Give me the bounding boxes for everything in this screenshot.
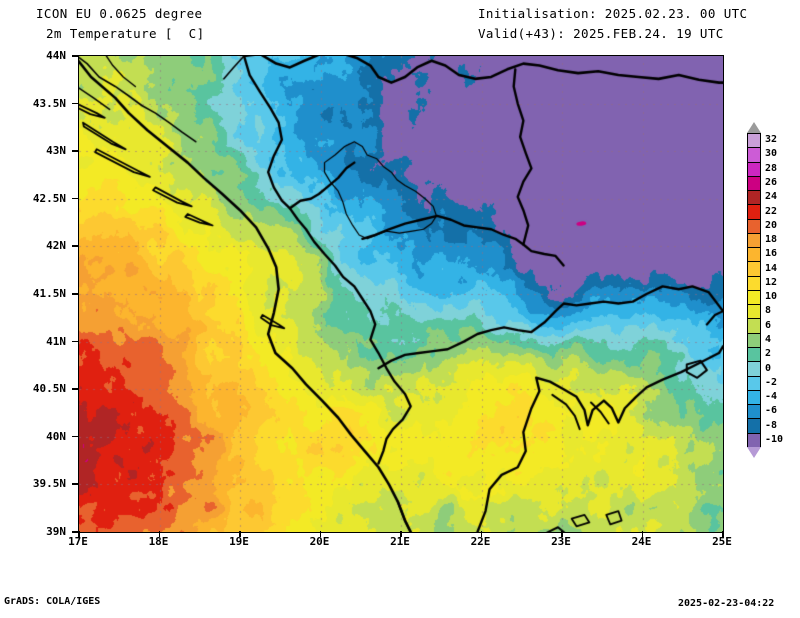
y-axis-tick-label: 43N — [46, 144, 66, 158]
colorbar-swatch — [748, 233, 760, 249]
colorbar-swatch — [748, 390, 760, 406]
x-axis-tick-label: 17E — [68, 535, 88, 548]
y-axis-tick-label: 40N — [46, 429, 66, 443]
x-axis-tick-label: 24E — [631, 535, 652, 548]
colorbar-swatch — [748, 362, 760, 377]
colorbar-tick-label: 8 — [765, 305, 772, 317]
y-axis-tick-mark — [72, 55, 78, 57]
y-axis-tick-mark — [72, 293, 78, 295]
colorbar-tick-label: 14 — [765, 262, 778, 274]
x-axis-tick-mark — [239, 531, 241, 537]
x-axis-tick-label: 25E — [712, 535, 732, 548]
y-axis-tick-label: 41N — [46, 334, 66, 348]
model-title: ICON EU 0.0625 degree — [36, 6, 203, 21]
y-axis-tick-mark — [72, 340, 78, 343]
colorbar-tick-label: 16 — [765, 248, 778, 260]
colorbar-swatch — [748, 305, 760, 320]
colorbar-bottom-arrow — [747, 447, 761, 458]
colorbar-tick-label: 28 — [765, 162, 778, 174]
colorbar-swatch — [748, 262, 760, 277]
y-axis-tick-label: 41.5N — [32, 287, 66, 300]
y-axis-tick-label: 42.5N — [32, 191, 66, 205]
colorbar-swatch — [748, 290, 760, 306]
y-axis-tick-label: 42N — [46, 239, 66, 253]
y-axis-tick-mark — [72, 531, 78, 533]
colorbar-swatch — [748, 219, 760, 234]
y-axis-tick-mark — [72, 197, 78, 200]
y-axis-tick-mark — [72, 435, 78, 438]
initialisation-time: Initialisation: 2025.02.23. 00 UTC — [478, 6, 748, 21]
colorbar-tick-label: 0 — [765, 362, 772, 374]
colorbar-tick-label: -2 — [765, 376, 778, 388]
y-axis-tick-label: 40.5N — [32, 382, 66, 396]
y-axis-tick-label: 44N — [46, 49, 66, 62]
colorbar-tick-label: 12 — [765, 276, 778, 288]
map-plot-area — [78, 55, 724, 533]
colorbar-swatch — [748, 176, 760, 192]
x-axis-tick-mark — [158, 531, 160, 537]
valid-time: Valid(+43): 2025.FEB.24. 19 UTC — [478, 26, 724, 41]
colorbar-swatch — [748, 419, 760, 434]
colorbar-swatch — [748, 333, 760, 348]
x-axis-tick-label: 21E — [390, 535, 410, 548]
x-axis-tick-label: 20E — [309, 535, 330, 548]
x-axis-tick-mark — [480, 531, 482, 537]
colorbar-tick-label: -8 — [765, 419, 778, 431]
colorbar — [747, 133, 761, 448]
colorbar-tick-label: 30 — [765, 148, 778, 160]
colorbar-swatch — [748, 134, 760, 149]
y-axis-tick-mark — [72, 102, 78, 105]
x-axis-tick-mark — [400, 531, 402, 537]
colorbar-swatch — [748, 148, 760, 163]
colorbar-tick-label: 4 — [765, 333, 772, 345]
x-axis-tick-mark — [78, 531, 80, 537]
colorbar-swatch — [748, 319, 760, 334]
x-axis-tick-label: 23E — [551, 535, 571, 548]
colorbar-tick-label: -10 — [765, 433, 784, 445]
x-axis-tick-mark — [561, 531, 563, 537]
colorbar-tick-label: 24 — [765, 191, 778, 203]
colorbar-swatch — [748, 205, 760, 220]
y-axis-tick-label: 39N — [46, 525, 66, 538]
x-axis-tick-label: 22E — [470, 535, 491, 548]
colorbar-tick-label: -4 — [765, 391, 778, 403]
footer-timestamp: 2025-02-23-04:22 — [678, 598, 775, 609]
x-axis-tick-label: 19E — [229, 535, 249, 548]
colorbar-tick-label: 32 — [765, 134, 778, 146]
y-axis-tick-label: 43.5N — [32, 96, 66, 110]
colorbar-swatch — [748, 347, 760, 363]
y-axis-tick-mark — [72, 388, 78, 390]
colorbar-swatch — [748, 248, 760, 263]
y-axis-tick-mark — [72, 245, 78, 247]
colorbar-tick-label: 18 — [765, 234, 778, 246]
colorbar-top-arrow — [747, 122, 761, 133]
y-axis-tick-mark — [72, 150, 78, 152]
x-axis-tick-mark — [319, 531, 321, 537]
colorbar-tick-label: 10 — [765, 291, 778, 303]
colorbar-tick-label: 22 — [765, 205, 778, 217]
colorbar-tick-label: 2 — [765, 348, 772, 360]
colorbar-swatch — [748, 276, 760, 291]
x-axis-tick-mark — [722, 531, 724, 537]
y-axis-tick-mark — [72, 483, 78, 485]
colorbar-tick-label: 26 — [765, 176, 778, 188]
field-title: 2m Temperature [ C] — [46, 26, 205, 41]
x-axis-tick-mark — [641, 531, 643, 537]
colorbar-tick-label: 20 — [765, 219, 778, 231]
colorbar-swatch — [748, 191, 760, 206]
colorbar-swatch — [748, 162, 760, 177]
colorbar-swatch — [748, 376, 760, 391]
colorbar-swatch — [748, 433, 760, 448]
colorbar-tick-label: 6 — [765, 319, 772, 331]
footer-credit: GrADS: COLA/IGES — [4, 596, 101, 607]
colorbar-tick-label: -6 — [765, 405, 778, 417]
x-axis-tick-label: 18E — [148, 535, 169, 548]
temperature-field-canvas — [79, 56, 723, 532]
colorbar-swatch — [748, 405, 760, 420]
y-axis-tick-label: 39.5N — [32, 477, 66, 491]
